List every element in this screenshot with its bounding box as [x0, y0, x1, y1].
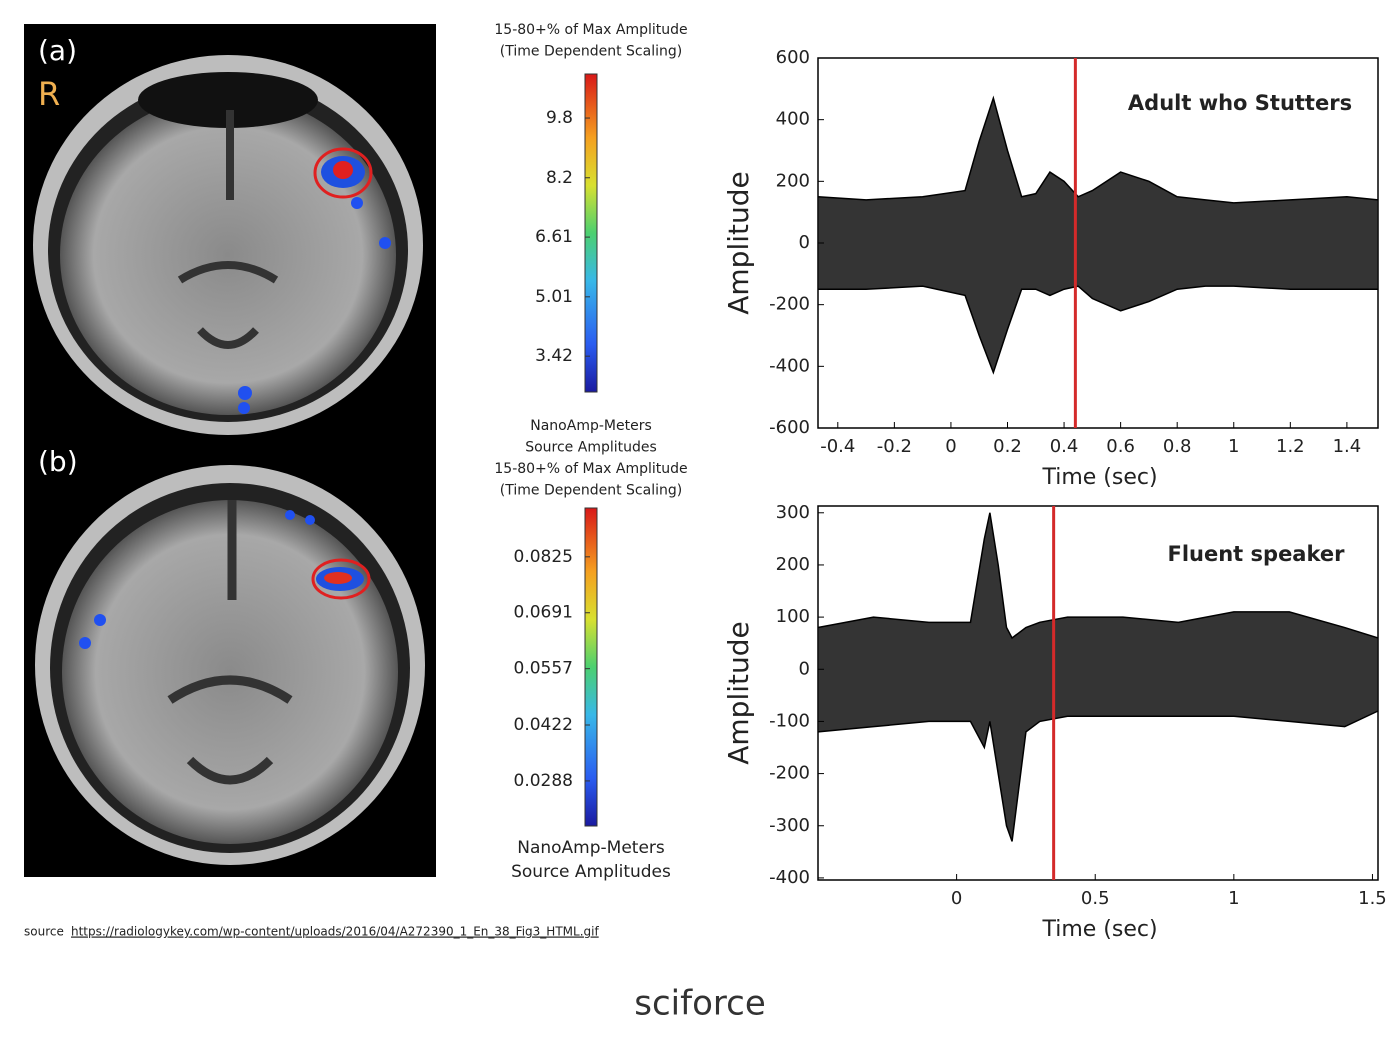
colorbar-tick-label: 3.42	[535, 346, 573, 366]
y-tick-label: 400	[776, 109, 810, 130]
source-prefix: source	[24, 925, 64, 939]
colorbar-title: (Time Dependent Scaling)	[500, 44, 682, 60]
y-tick-label: 100	[776, 606, 810, 627]
y-tick-label: -300	[769, 815, 810, 836]
y-tick-label: -100	[769, 710, 810, 731]
colorbar-unit: NanoAmp-Meters	[517, 838, 665, 858]
x-tick-label: 1	[1228, 888, 1239, 909]
signal-envelope	[817, 710, 1379, 842]
colorbar-tick-label: 0.0422	[514, 715, 573, 735]
colorbar-title: Source Amplitudes	[525, 440, 657, 456]
colorbar-tick-label: 0.0691	[514, 603, 573, 623]
x-axis-label: Time (sec)	[1041, 917, 1157, 942]
signal-band	[818, 512, 1378, 842]
colorbar-tick-label: 0.0557	[514, 659, 573, 679]
colorbar	[584, 507, 598, 827]
x-tick-label: 1.5	[1358, 888, 1387, 909]
x-tick-label: 0.8	[1163, 436, 1192, 457]
brain-b	[35, 465, 425, 865]
x-tick-label: 0.4	[1050, 436, 1079, 457]
signal-band	[818, 98, 1378, 373]
colorbar-tick-label: 5.01	[535, 287, 573, 307]
colorbar-unit: Source Amplitudes	[511, 862, 671, 882]
y-tick-label: 200	[776, 170, 810, 191]
y-tick-label: -200	[769, 763, 810, 784]
x-tick-label: -0.2	[877, 436, 912, 457]
y-tick-label: 200	[776, 554, 810, 575]
chart-title: Adult who Stutters	[1128, 91, 1352, 115]
x-tick-label: 1	[1228, 436, 1239, 457]
colorbar-tick-label: 0.0288	[514, 771, 573, 791]
chart-title: Fluent speaker	[1168, 542, 1346, 566]
y-tick-label: 300	[776, 502, 810, 523]
colorbar	[584, 73, 598, 393]
brain-a	[33, 55, 423, 435]
y-axis-label: Amplitude	[722, 171, 755, 315]
logo: sciforce	[634, 984, 765, 1024]
x-tick-label: 0	[945, 436, 956, 457]
colorbar-title: 15-80+% of Max Amplitude	[494, 461, 687, 477]
y-tick-label: 600	[776, 47, 810, 68]
x-tick-label: -0.4	[820, 436, 855, 457]
y-tick-label: -600	[769, 417, 810, 438]
source-link[interactable]: https://radiologykey.com/wp-content/uplo…	[71, 925, 599, 939]
colorbar-title: NanoAmp-Meters	[530, 418, 652, 434]
x-tick-label: 1.4	[1333, 436, 1362, 457]
x-tick-label: 0	[951, 888, 962, 909]
panel-label: (a)	[38, 34, 77, 67]
side-label: R	[38, 75, 60, 113]
colorbar-tick-label: 6.61	[535, 227, 573, 247]
y-axis-label: Amplitude	[722, 621, 755, 765]
x-axis-label: Time (sec)	[1041, 465, 1157, 490]
colorbar-title: (Time Dependent Scaling)	[500, 483, 682, 499]
colorbar-tick-label: 0.0825	[514, 547, 573, 567]
signal-envelope	[818, 285, 1378, 375]
signal-envelope	[817, 512, 1379, 640]
signal-envelope	[817, 95, 1379, 204]
y-tick-label: 0	[799, 658, 810, 679]
panel-label: (b)	[38, 445, 78, 478]
colorbar-title: 15-80+% of Max Amplitude	[494, 22, 687, 38]
y-tick-label: 0	[799, 232, 810, 253]
colorbar-tick-label: 9.8	[546, 108, 573, 128]
x-tick-label: 1.2	[1276, 436, 1305, 457]
y-tick-label: -400	[769, 355, 810, 376]
colorbar-tick-label: 8.2	[546, 168, 573, 188]
y-tick-label: -400	[769, 867, 810, 888]
y-tick-label: -200	[769, 294, 810, 315]
x-tick-label: 0.5	[1081, 888, 1110, 909]
x-tick-label: 0.6	[1106, 436, 1135, 457]
x-tick-label: 0.2	[993, 436, 1022, 457]
